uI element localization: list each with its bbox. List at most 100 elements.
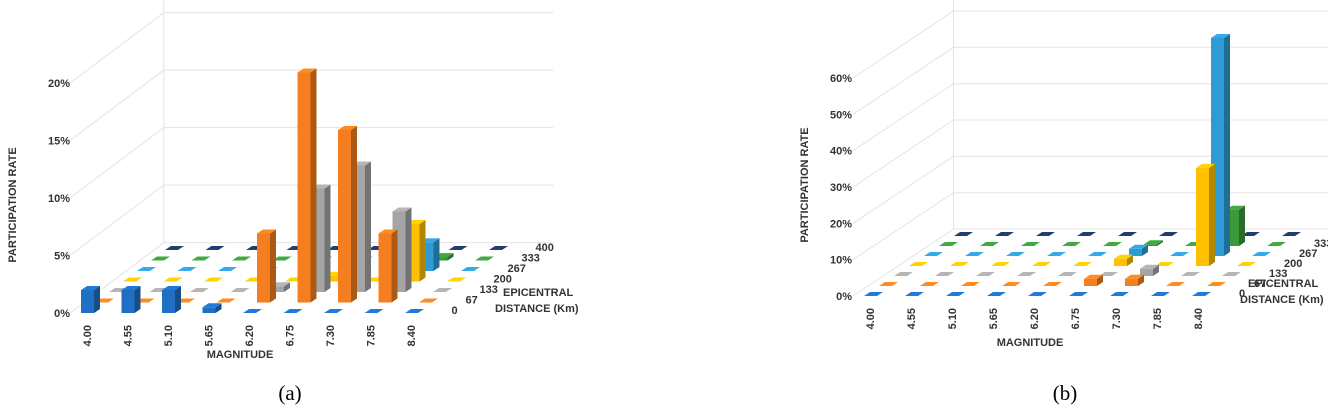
y-tick-label: 30% bbox=[830, 182, 852, 194]
grid-line bbox=[852, 10, 1328, 79]
bar-top bbox=[191, 256, 211, 261]
y-tick-label: 20% bbox=[48, 78, 70, 90]
bar-top bbox=[995, 232, 1014, 236]
x-tick-label: 7.85 bbox=[1152, 308, 1164, 329]
bar-top bbox=[378, 229, 398, 234]
bar-front bbox=[81, 290, 94, 313]
bar-top bbox=[894, 272, 913, 276]
bar-top bbox=[165, 246, 184, 250]
bar-top bbox=[1103, 242, 1122, 246]
depth-label: 67 bbox=[1254, 278, 1266, 290]
bar-top bbox=[1181, 272, 1200, 276]
y-tick-label: 20% bbox=[830, 218, 852, 230]
bar-top bbox=[935, 272, 954, 276]
bar-top bbox=[419, 298, 438, 303]
bar-top bbox=[137, 267, 156, 271]
bar-front bbox=[162, 290, 175, 313]
bar-top bbox=[1222, 272, 1241, 276]
depth-axis-title: EPICENTRAL bbox=[1248, 278, 1319, 290]
bar-top bbox=[433, 288, 452, 292]
bar-top bbox=[879, 282, 898, 286]
bar-side bbox=[419, 220, 426, 282]
bar-top bbox=[461, 267, 480, 271]
depth-label: 267 bbox=[508, 263, 526, 275]
bar-front bbox=[271, 286, 284, 292]
bar-top bbox=[162, 286, 181, 290]
bar-side bbox=[365, 161, 371, 292]
bar-top bbox=[1028, 292, 1047, 296]
bar-side bbox=[270, 229, 276, 303]
bar-side bbox=[391, 229, 398, 303]
bar-top bbox=[232, 256, 251, 261]
bar-top bbox=[1211, 34, 1230, 38]
bar-top bbox=[364, 309, 384, 313]
y-axis-title: PARTICIPATION RATE bbox=[799, 127, 811, 242]
grid-line bbox=[852, 46, 1328, 115]
bar-top bbox=[1099, 272, 1118, 276]
bar-top bbox=[920, 282, 939, 286]
bar-top bbox=[1226, 205, 1245, 210]
y-tick-label: 10% bbox=[48, 193, 70, 205]
bar-top bbox=[204, 277, 223, 282]
bar-side bbox=[134, 286, 141, 313]
bar-top bbox=[976, 272, 995, 276]
y-tick-label: 0% bbox=[836, 291, 852, 303]
bar-top bbox=[1252, 252, 1271, 256]
bar-top bbox=[283, 309, 303, 313]
depth-label: 333 bbox=[1314, 238, 1328, 250]
depth-axis-title: DISTANCE (Km) bbox=[1240, 294, 1324, 306]
x-tick-label: 7.30 bbox=[1111, 308, 1123, 329]
bar-top bbox=[243, 309, 262, 313]
bar-side bbox=[1127, 254, 1133, 266]
bar-top bbox=[1166, 282, 1185, 286]
bar-front bbox=[1144, 244, 1157, 246]
bar-top bbox=[1129, 244, 1148, 249]
x-tick-label: 7.30 bbox=[325, 325, 337, 346]
bar-top bbox=[1006, 252, 1025, 256]
bar-top bbox=[954, 232, 973, 236]
depth-label: 133 bbox=[1269, 268, 1287, 280]
bar-side bbox=[1097, 274, 1103, 286]
bar-top bbox=[1073, 262, 1092, 266]
x-tick-label: 5.65 bbox=[204, 325, 216, 346]
bar-top bbox=[991, 262, 1010, 266]
x-tick-label: 5.65 bbox=[988, 308, 1000, 329]
depth-label: 333 bbox=[522, 253, 540, 265]
x-tick-label: 5.10 bbox=[163, 325, 175, 346]
bar-top bbox=[202, 303, 222, 308]
bar-top bbox=[1058, 272, 1077, 276]
bar-top bbox=[205, 246, 225, 250]
bar-top bbox=[338, 126, 357, 130]
bar-top bbox=[1282, 232, 1301, 236]
bar-top bbox=[1047, 252, 1066, 256]
bar-top bbox=[475, 256, 494, 261]
y-tick-label: 10% bbox=[830, 255, 852, 267]
bar-top bbox=[392, 207, 412, 212]
bar-front bbox=[257, 233, 270, 303]
bar-front bbox=[1125, 278, 1138, 286]
panel-label: (a) bbox=[278, 381, 301, 405]
bar-top bbox=[123, 277, 142, 282]
depth-axis-title: EPICENTRAL bbox=[503, 287, 574, 299]
bar-top bbox=[1017, 272, 1036, 276]
bar-top bbox=[1021, 242, 1040, 246]
x-tick-label: 7.85 bbox=[366, 325, 378, 346]
depth-axis-title: DISTANCE (Km) bbox=[495, 303, 579, 315]
bar-front bbox=[378, 233, 392, 303]
bar-top bbox=[1032, 262, 1051, 266]
bar-top bbox=[489, 246, 508, 250]
bar-front bbox=[297, 72, 311, 303]
bar-top bbox=[1207, 282, 1226, 286]
y-tick-label: 50% bbox=[830, 109, 852, 121]
bar-top bbox=[980, 242, 999, 246]
x-tick-label: 4.55 bbox=[906, 308, 918, 329]
bar-side bbox=[405, 207, 412, 292]
grid-line bbox=[852, 83, 1328, 152]
bar-top bbox=[230, 288, 250, 292]
bar-top bbox=[950, 262, 969, 266]
grid-line bbox=[852, 119, 1328, 188]
bar-side bbox=[175, 286, 181, 313]
bar-side bbox=[324, 184, 331, 292]
bar-top bbox=[909, 262, 928, 266]
